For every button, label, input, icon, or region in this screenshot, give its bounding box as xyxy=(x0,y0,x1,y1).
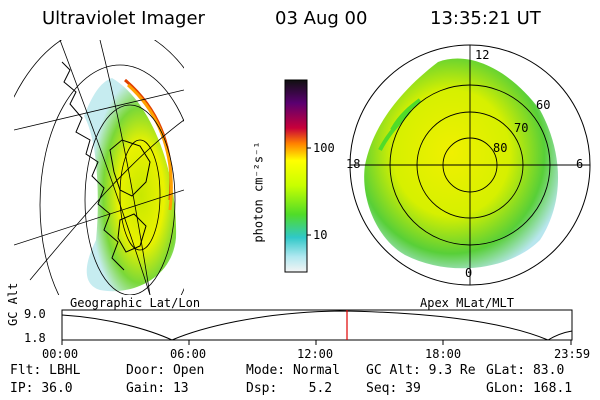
status-mode: Mode: Normal xyxy=(246,363,340,378)
colorbar-tick-10: 10 xyxy=(313,228,328,242)
aurora-oval-polar xyxy=(364,58,559,269)
status-seq: Seq: 39 xyxy=(366,381,421,396)
right-caption: Apex MLat/MLT xyxy=(420,296,514,310)
mlt-12: 12 xyxy=(475,48,490,62)
status-glat: GLat: 83.0 xyxy=(486,363,565,378)
mlt-6: 6 xyxy=(576,157,584,171)
status-ip: IP: 36.0 xyxy=(10,381,73,396)
ytick-1-8: 1.8 xyxy=(24,331,46,345)
altitude-ylabel: GC Alt xyxy=(6,282,20,326)
mlt-18: 18 xyxy=(346,157,361,171)
mlat-70: 70 xyxy=(514,121,529,135)
status-flt: Flt: LBHL xyxy=(10,363,81,378)
xtick-1200: 12:00 xyxy=(297,347,334,361)
xtick-0000: 00:00 xyxy=(42,347,79,361)
mlt-0: 0 xyxy=(465,266,473,280)
date-label: 03 Aug 00 xyxy=(275,8,368,29)
xtick-2359: 23:59 xyxy=(554,347,591,361)
ytick-9: 9.0 xyxy=(24,307,46,321)
mlat-60: 60 xyxy=(536,98,551,112)
status-dsp: Dsp: 5.2 xyxy=(246,381,333,396)
aurora-oval-geo xyxy=(84,78,177,292)
status-gain: Gain: 13 xyxy=(126,381,189,396)
status-glon: GLon: 168.1 xyxy=(486,381,573,396)
left-caption: Geographic Lat/Lon xyxy=(70,296,201,310)
status-door: Door: Open xyxy=(126,363,205,378)
time-label: 13:35:21 UT xyxy=(430,8,541,29)
xtick-0600: 06:00 xyxy=(170,347,207,361)
status-gcalt: GC Alt: 9.3 Re xyxy=(366,363,476,378)
colorbar-tick-100: 100 xyxy=(313,141,335,155)
xtick-1800: 18:00 xyxy=(425,347,462,361)
instrument-title: Ultraviolet Imager xyxy=(42,8,205,29)
mlat-80: 80 xyxy=(493,141,508,155)
